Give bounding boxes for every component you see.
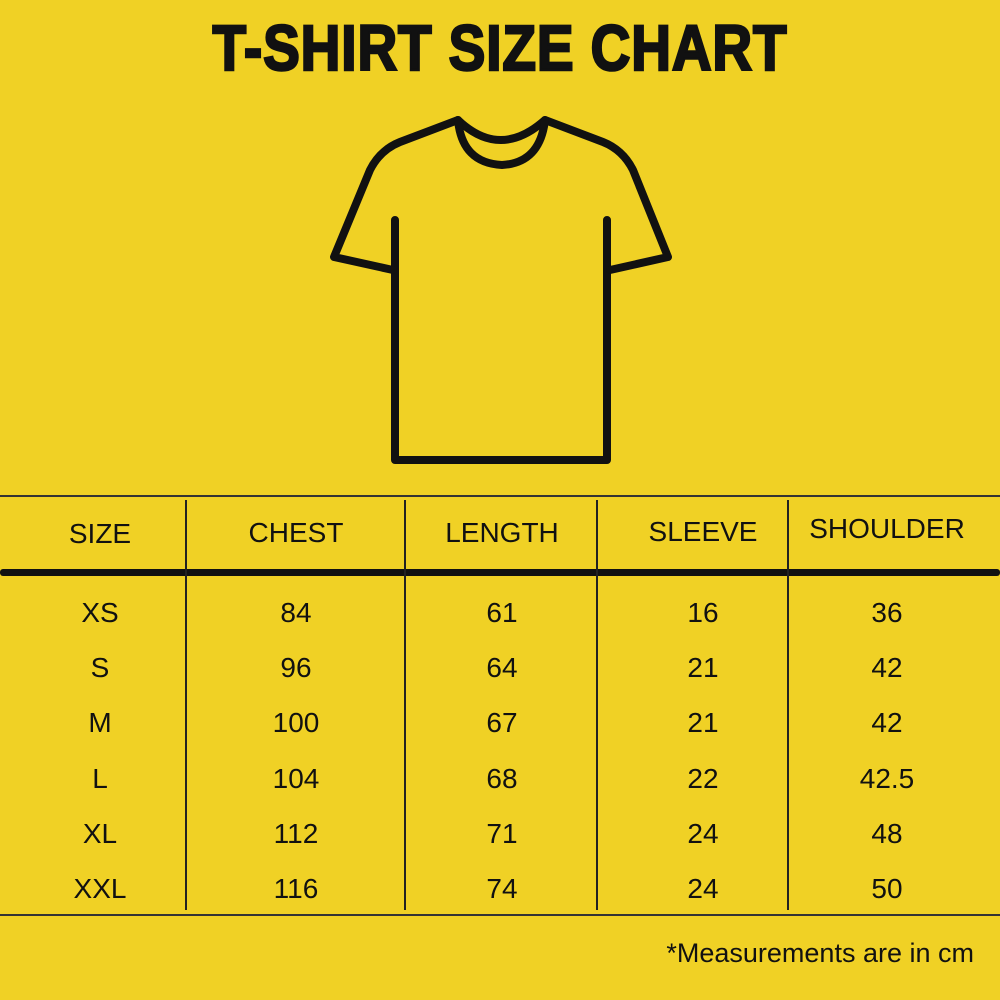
size-label: M (88, 707, 112, 738)
size-label: XS (81, 597, 119, 628)
t-shirt-outline-icon (330, 116, 672, 464)
table-cell: 22 (687, 763, 719, 794)
table-cell: 48 (871, 818, 903, 849)
column-divider (185, 500, 187, 910)
header-divider (0, 569, 1000, 576)
table-cell: 36 (871, 597, 903, 628)
size-label: XXL (73, 873, 127, 904)
table-cell: 84 (280, 597, 312, 628)
column-divider (596, 500, 598, 910)
table-cell: 50 (871, 873, 903, 904)
table-cell: 64 (486, 652, 518, 683)
column-header: SIZE (68, 518, 132, 549)
column-divider (787, 500, 789, 910)
column-header: CHEST (248, 517, 344, 548)
table-cell: 42.5 (859, 763, 915, 794)
table-cell: 24 (687, 818, 719, 849)
table-cell: 24 (687, 873, 719, 904)
table-cell: 71 (486, 818, 518, 849)
table-cell: 21 (687, 707, 719, 738)
table-bottom-border (0, 914, 1000, 916)
table-cell: 116 (273, 873, 319, 904)
table-cell: 74 (486, 873, 518, 904)
column-header: LENGTH (445, 517, 559, 548)
table-cell: 67 (486, 707, 518, 738)
table-top-border (0, 495, 1000, 497)
size-label: XL (82, 818, 118, 849)
table-cell: 96 (280, 652, 312, 683)
size-label: S (90, 652, 110, 683)
table-cell: 68 (486, 763, 518, 794)
table-cell: 42 (871, 707, 903, 738)
table-cell: 112 (273, 818, 319, 849)
measurement-note: *Measurements are in cm (666, 938, 974, 968)
table-cell: 100 (272, 707, 320, 738)
size-label: L (92, 763, 108, 794)
column-header: SLEEVE (648, 516, 758, 547)
table-cell: 16 (687, 597, 719, 628)
table-cell: 104 (272, 763, 320, 794)
column-divider (404, 500, 406, 910)
table-cell: 61 (486, 597, 518, 628)
page-title: T-SHIRT SIZE CHART (211, 11, 788, 86)
column-header: SHOULDER (809, 513, 965, 544)
table-cell: 21 (687, 652, 719, 683)
table-cell: 42 (871, 652, 903, 683)
